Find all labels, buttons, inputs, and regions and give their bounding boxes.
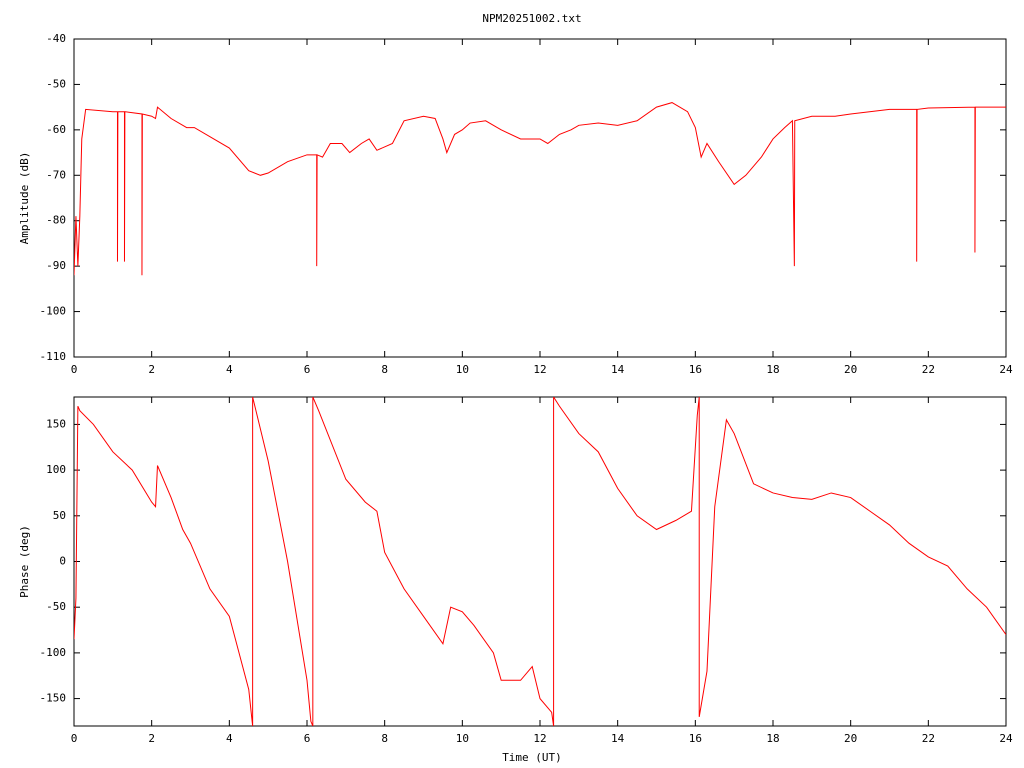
y-tick-label: 50 xyxy=(53,509,66,522)
x-tick-label: 22 xyxy=(922,363,935,376)
x-tick-label: 22 xyxy=(922,732,935,745)
y-tick-label: -90 xyxy=(46,259,66,272)
y-tick-label: -70 xyxy=(46,168,66,181)
x-tick-label: 14 xyxy=(611,363,625,376)
y-tick-label: -100 xyxy=(40,646,67,659)
y-tick-label: 0 xyxy=(59,555,66,568)
x-tick-label: 20 xyxy=(844,363,857,376)
x-tick-label: 8 xyxy=(381,363,388,376)
y-axis-label: Amplitude (dB) xyxy=(18,152,31,245)
x-tick-label: 6 xyxy=(304,732,311,745)
y-tick-label: -150 xyxy=(40,692,67,705)
x-axis-label: Time (UT) xyxy=(502,751,562,764)
x-tick-label: 2 xyxy=(148,363,155,376)
x-tick-label: 24 xyxy=(999,363,1013,376)
plot-frame xyxy=(73,396,1007,727)
x-tick-label: 0 xyxy=(71,732,78,745)
y-tick-label: -100 xyxy=(40,305,67,318)
x-tick-label: 24 xyxy=(999,732,1013,745)
x-tick-label: 14 xyxy=(611,732,625,745)
y-tick-label: -60 xyxy=(46,123,66,136)
x-tick-label: 18 xyxy=(766,363,779,376)
x-tick-label: 18 xyxy=(766,732,779,745)
x-tick-label: 16 xyxy=(689,732,702,745)
y-axis-label: Phase (deg) xyxy=(18,525,31,598)
x-tick-label: 10 xyxy=(456,363,469,376)
x-tick-label: 16 xyxy=(689,363,702,376)
x-tick-label: 4 xyxy=(226,732,233,745)
x-tick-label: 12 xyxy=(533,732,546,745)
x-tick-label: 12 xyxy=(533,363,546,376)
chart-title: NPM20251002.txt xyxy=(482,12,581,25)
y-tick-label: -50 xyxy=(46,600,66,613)
data-line xyxy=(74,102,1006,276)
y-tick-label: -80 xyxy=(46,214,66,227)
plot-frame xyxy=(73,38,1007,358)
x-tick-label: 0 xyxy=(71,363,78,376)
y-tick-label: 100 xyxy=(46,463,66,476)
x-tick-label: 10 xyxy=(456,732,469,745)
data-line xyxy=(74,397,1006,726)
x-tick-label: 4 xyxy=(226,363,233,376)
x-tick-label: 8 xyxy=(381,732,388,745)
x-tick-label: 2 xyxy=(148,732,155,745)
x-tick-label: 6 xyxy=(304,363,311,376)
y-tick-label: -110 xyxy=(40,350,67,363)
y-tick-label: 150 xyxy=(46,417,66,430)
y-tick-label: -50 xyxy=(46,77,66,90)
x-tick-label: 20 xyxy=(844,732,857,745)
y-tick-label: -40 xyxy=(46,32,66,45)
